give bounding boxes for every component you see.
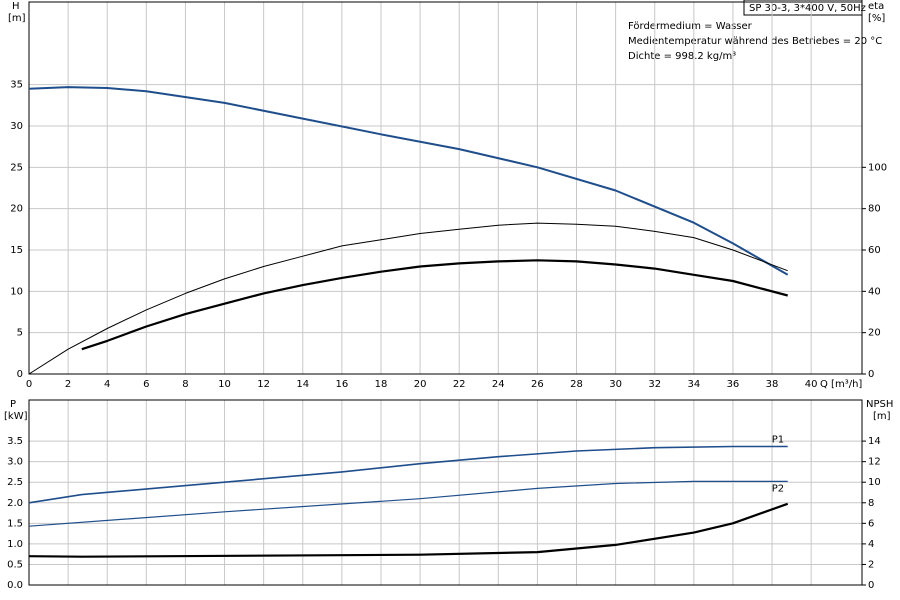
y2-tick-label: 12 [868, 457, 881, 468]
y2-tick-label: 2 [868, 559, 874, 570]
x-tick-label: 6 [143, 379, 149, 390]
y2-label: NPSH [866, 399, 893, 410]
y-unit: [m] [8, 13, 26, 24]
x-tick-label: 4 [104, 379, 110, 390]
y2-tick-label: 6 [868, 518, 874, 529]
x-tick-label: 12 [257, 379, 270, 390]
y-tick-label: 5 [17, 328, 23, 339]
x-tick-label: 34 [687, 379, 700, 390]
x-tick-label: 20 [414, 379, 427, 390]
y-label: H [12, 1, 20, 12]
y-tick-label: 1.5 [7, 518, 23, 529]
x-tick-label: 22 [453, 379, 466, 390]
series-label: P2 [772, 483, 784, 494]
y-tick-label: 30 [10, 121, 23, 132]
y-tick-label: 10 [10, 286, 23, 297]
curve [28, 222, 788, 375]
x-tick-label: 8 [182, 379, 188, 390]
x-tick-label: 16 [335, 379, 348, 390]
series-label: P1 [772, 434, 784, 445]
y-unit: [kW] [4, 411, 28, 422]
x-tick-label: 40 [805, 379, 818, 390]
info-line: Medientemperatur während des Betriebes =… [628, 36, 882, 47]
x-tick-label: 2 [65, 379, 71, 390]
y2-tick-label: 40 [868, 286, 881, 297]
y-tick-label: 3.5 [7, 436, 23, 447]
y2-tick-label: 14 [868, 436, 881, 447]
curve [81, 259, 788, 351]
curve [28, 480, 788, 527]
y2-unit: [m] [873, 411, 891, 422]
y2-tick-label: 20 [868, 328, 881, 339]
x-tick-label: 0 [26, 379, 32, 390]
info-line: Dichte = 998.2 kg/m³ [628, 51, 736, 62]
info-line: Fördermedium = Wasser [628, 21, 753, 32]
y-tick-label: 1.0 [7, 539, 23, 550]
y2-tick-label: 8 [868, 498, 874, 509]
x-tick-label: 28 [570, 379, 583, 390]
y2-tick-label: 80 [868, 204, 881, 215]
y-tick-label: 25 [10, 162, 23, 173]
y2-tick-label: 10 [868, 477, 881, 488]
info-box: SP 30-3, 3*400 V, 50Hz [749, 3, 866, 14]
y-tick-label: 0 [17, 369, 23, 380]
y-tick-label: 20 [10, 204, 23, 215]
y2-tick-label: 0 [868, 369, 874, 380]
y-tick-label: 0.5 [7, 559, 23, 570]
y2-unit: [%] [868, 13, 885, 24]
curve [28, 86, 789, 276]
x-tick-label: 26 [531, 379, 544, 390]
y-tick-label: 0.0 [7, 580, 23, 591]
x-tick-label: 18 [375, 379, 388, 390]
plot-frame [28, 1, 863, 375]
y-tick-label: 2.0 [7, 498, 23, 509]
y-tick-label: 35 [10, 80, 23, 91]
y-tick-label: 3.0 [7, 457, 23, 468]
y2-tick-label: 100 [868, 162, 887, 173]
y2-tick-label: 4 [868, 539, 874, 550]
x-label: Q [m³/h] [820, 379, 862, 390]
y2-label: eta [868, 1, 884, 12]
x-tick-label: 36 [727, 379, 740, 390]
x-tick-label: 32 [648, 379, 661, 390]
curve [28, 445, 788, 504]
x-tick-label: 30 [609, 379, 622, 390]
y2-tick-label: 0 [868, 580, 874, 591]
y2-tick-label: 60 [868, 245, 881, 256]
x-tick-label: 38 [766, 379, 779, 390]
x-tick-label: 14 [296, 379, 309, 390]
curve [28, 502, 789, 558]
y-tick-label: 15 [10, 245, 23, 256]
x-tick-label: 10 [218, 379, 231, 390]
y-label: P [10, 399, 16, 410]
plot-frame [28, 399, 863, 586]
y-tick-label: 2.5 [7, 477, 23, 488]
x-tick-label: 24 [492, 379, 505, 390]
